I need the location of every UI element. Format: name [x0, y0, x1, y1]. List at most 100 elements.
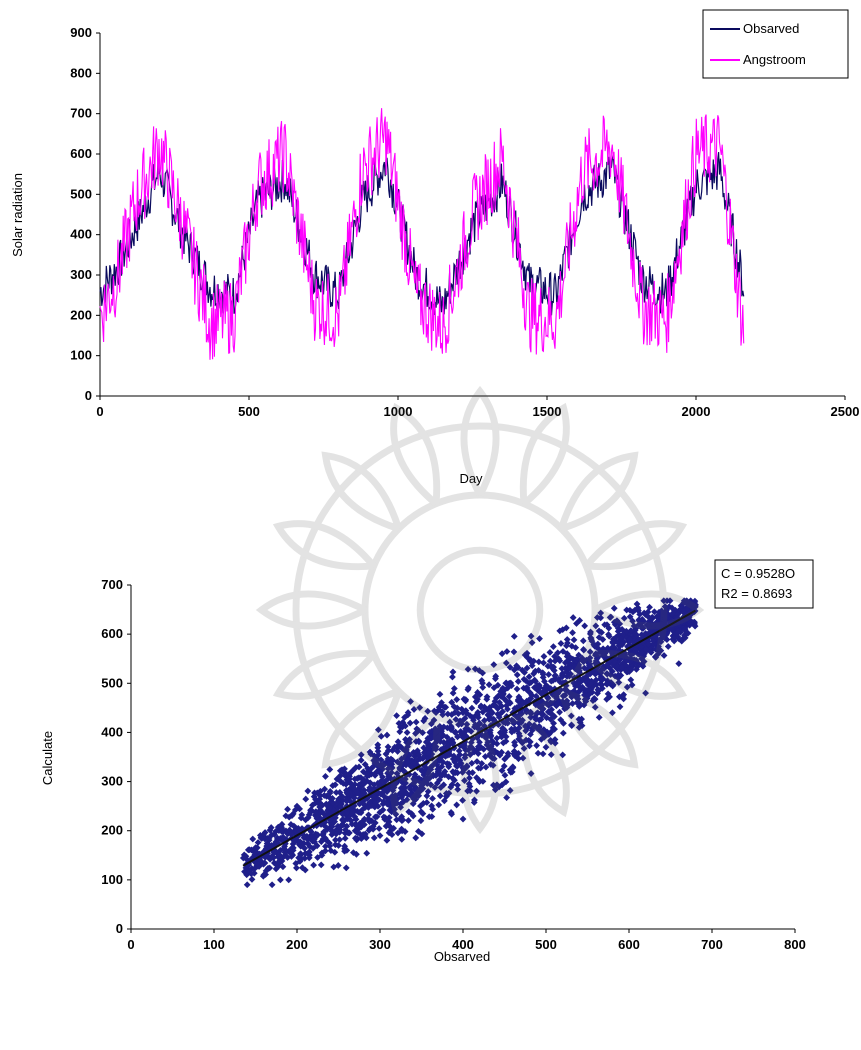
- data-point: [383, 836, 391, 844]
- data-point: [368, 802, 376, 810]
- data-point: [374, 755, 382, 763]
- data-point: [479, 679, 486, 687]
- data-point: [458, 705, 466, 713]
- data-point: [394, 748, 402, 755]
- data-point: [456, 742, 464, 749]
- data-point: [398, 835, 406, 843]
- data-point: [377, 756, 385, 764]
- x-tick-label: 500: [535, 937, 557, 952]
- data-point: [310, 861, 317, 869]
- series-line-obsarved: [99, 152, 745, 316]
- data-point: [344, 808, 351, 816]
- data-point: [276, 851, 284, 859]
- data-point: [673, 614, 681, 622]
- annotation-line: R2 = 0.8693: [721, 586, 792, 601]
- data-point: [503, 648, 511, 655]
- y-tick-label: 700: [70, 106, 92, 121]
- data-point: [498, 781, 506, 789]
- data-point: [547, 751, 555, 759]
- data-point: [451, 709, 459, 716]
- data-point: [546, 648, 554, 656]
- annotation-box: [714, 559, 814, 609]
- data-point: [285, 876, 293, 884]
- data-point: [479, 684, 487, 691]
- data-point: [547, 728, 555, 736]
- data-point: [668, 624, 676, 632]
- data-point: [525, 673, 533, 681]
- legend-box: [702, 9, 849, 79]
- data-point: [638, 649, 646, 657]
- data-point: [474, 775, 482, 783]
- data-point: [647, 625, 655, 633]
- data-point: [520, 699, 528, 707]
- data-point: [454, 785, 462, 793]
- data-point: [528, 639, 536, 647]
- data-point: [410, 706, 418, 713]
- data-point: [420, 744, 428, 752]
- data-point: [266, 845, 274, 853]
- data-point: [247, 870, 255, 878]
- data-point: [486, 752, 494, 759]
- data-point: [595, 714, 603, 721]
- data-point: [588, 688, 596, 696]
- data-point: [384, 743, 392, 751]
- data-point: [420, 779, 428, 787]
- data-point: [516, 732, 524, 740]
- data-point: [431, 730, 439, 737]
- data-point: [434, 737, 441, 745]
- data-point: [435, 801, 443, 809]
- data-point: [635, 607, 642, 615]
- data-point: [326, 839, 333, 847]
- data-point: [351, 834, 359, 842]
- data-point: [627, 666, 635, 673]
- data-point: [513, 671, 521, 679]
- data-point: [448, 810, 456, 818]
- data-point: [322, 843, 329, 850]
- data-point: [387, 755, 395, 763]
- data-point: [551, 672, 559, 680]
- data-point: [580, 664, 588, 672]
- x-tick-label: 0: [127, 937, 134, 952]
- data-point: [405, 771, 413, 778]
- x-tick-label: 500: [238, 404, 260, 419]
- data-point: [548, 699, 556, 707]
- data-point: [280, 845, 288, 853]
- data-point: [370, 834, 378, 842]
- data-point: [579, 637, 587, 645]
- data-point: [622, 656, 630, 664]
- y-tick-label: 300: [101, 774, 123, 789]
- data-point: [248, 875, 256, 883]
- data-point: [570, 636, 578, 644]
- y-tick-label: 100: [70, 348, 92, 363]
- data-point: [557, 640, 565, 647]
- data-point: [355, 781, 363, 789]
- data-point: [449, 668, 457, 676]
- data-point: [454, 781, 461, 789]
- data-point: [263, 840, 271, 847]
- data-point: [502, 733, 510, 741]
- data-point: [398, 827, 406, 835]
- y-tick-label: 0: [85, 388, 92, 403]
- data-point: [277, 876, 284, 884]
- data-point: [447, 783, 455, 791]
- data-point: [243, 881, 251, 889]
- data-point: [547, 677, 555, 685]
- data-point: [449, 774, 457, 782]
- data-point: [487, 742, 495, 750]
- data-point: [665, 614, 672, 621]
- data-point: [332, 789, 340, 796]
- data-point: [461, 777, 468, 784]
- data-point: [384, 769, 391, 777]
- data-point: [642, 646, 650, 654]
- data-point: [254, 839, 262, 846]
- data-point: [374, 751, 382, 759]
- data-point: [616, 703, 624, 711]
- data-point: [366, 748, 374, 756]
- data-point: [523, 664, 531, 672]
- data-point: [616, 620, 624, 628]
- data-point: [332, 836, 339, 844]
- data-point: [668, 604, 676, 612]
- data-point: [471, 721, 479, 729]
- data-point: [336, 836, 344, 844]
- data-point: [582, 656, 590, 664]
